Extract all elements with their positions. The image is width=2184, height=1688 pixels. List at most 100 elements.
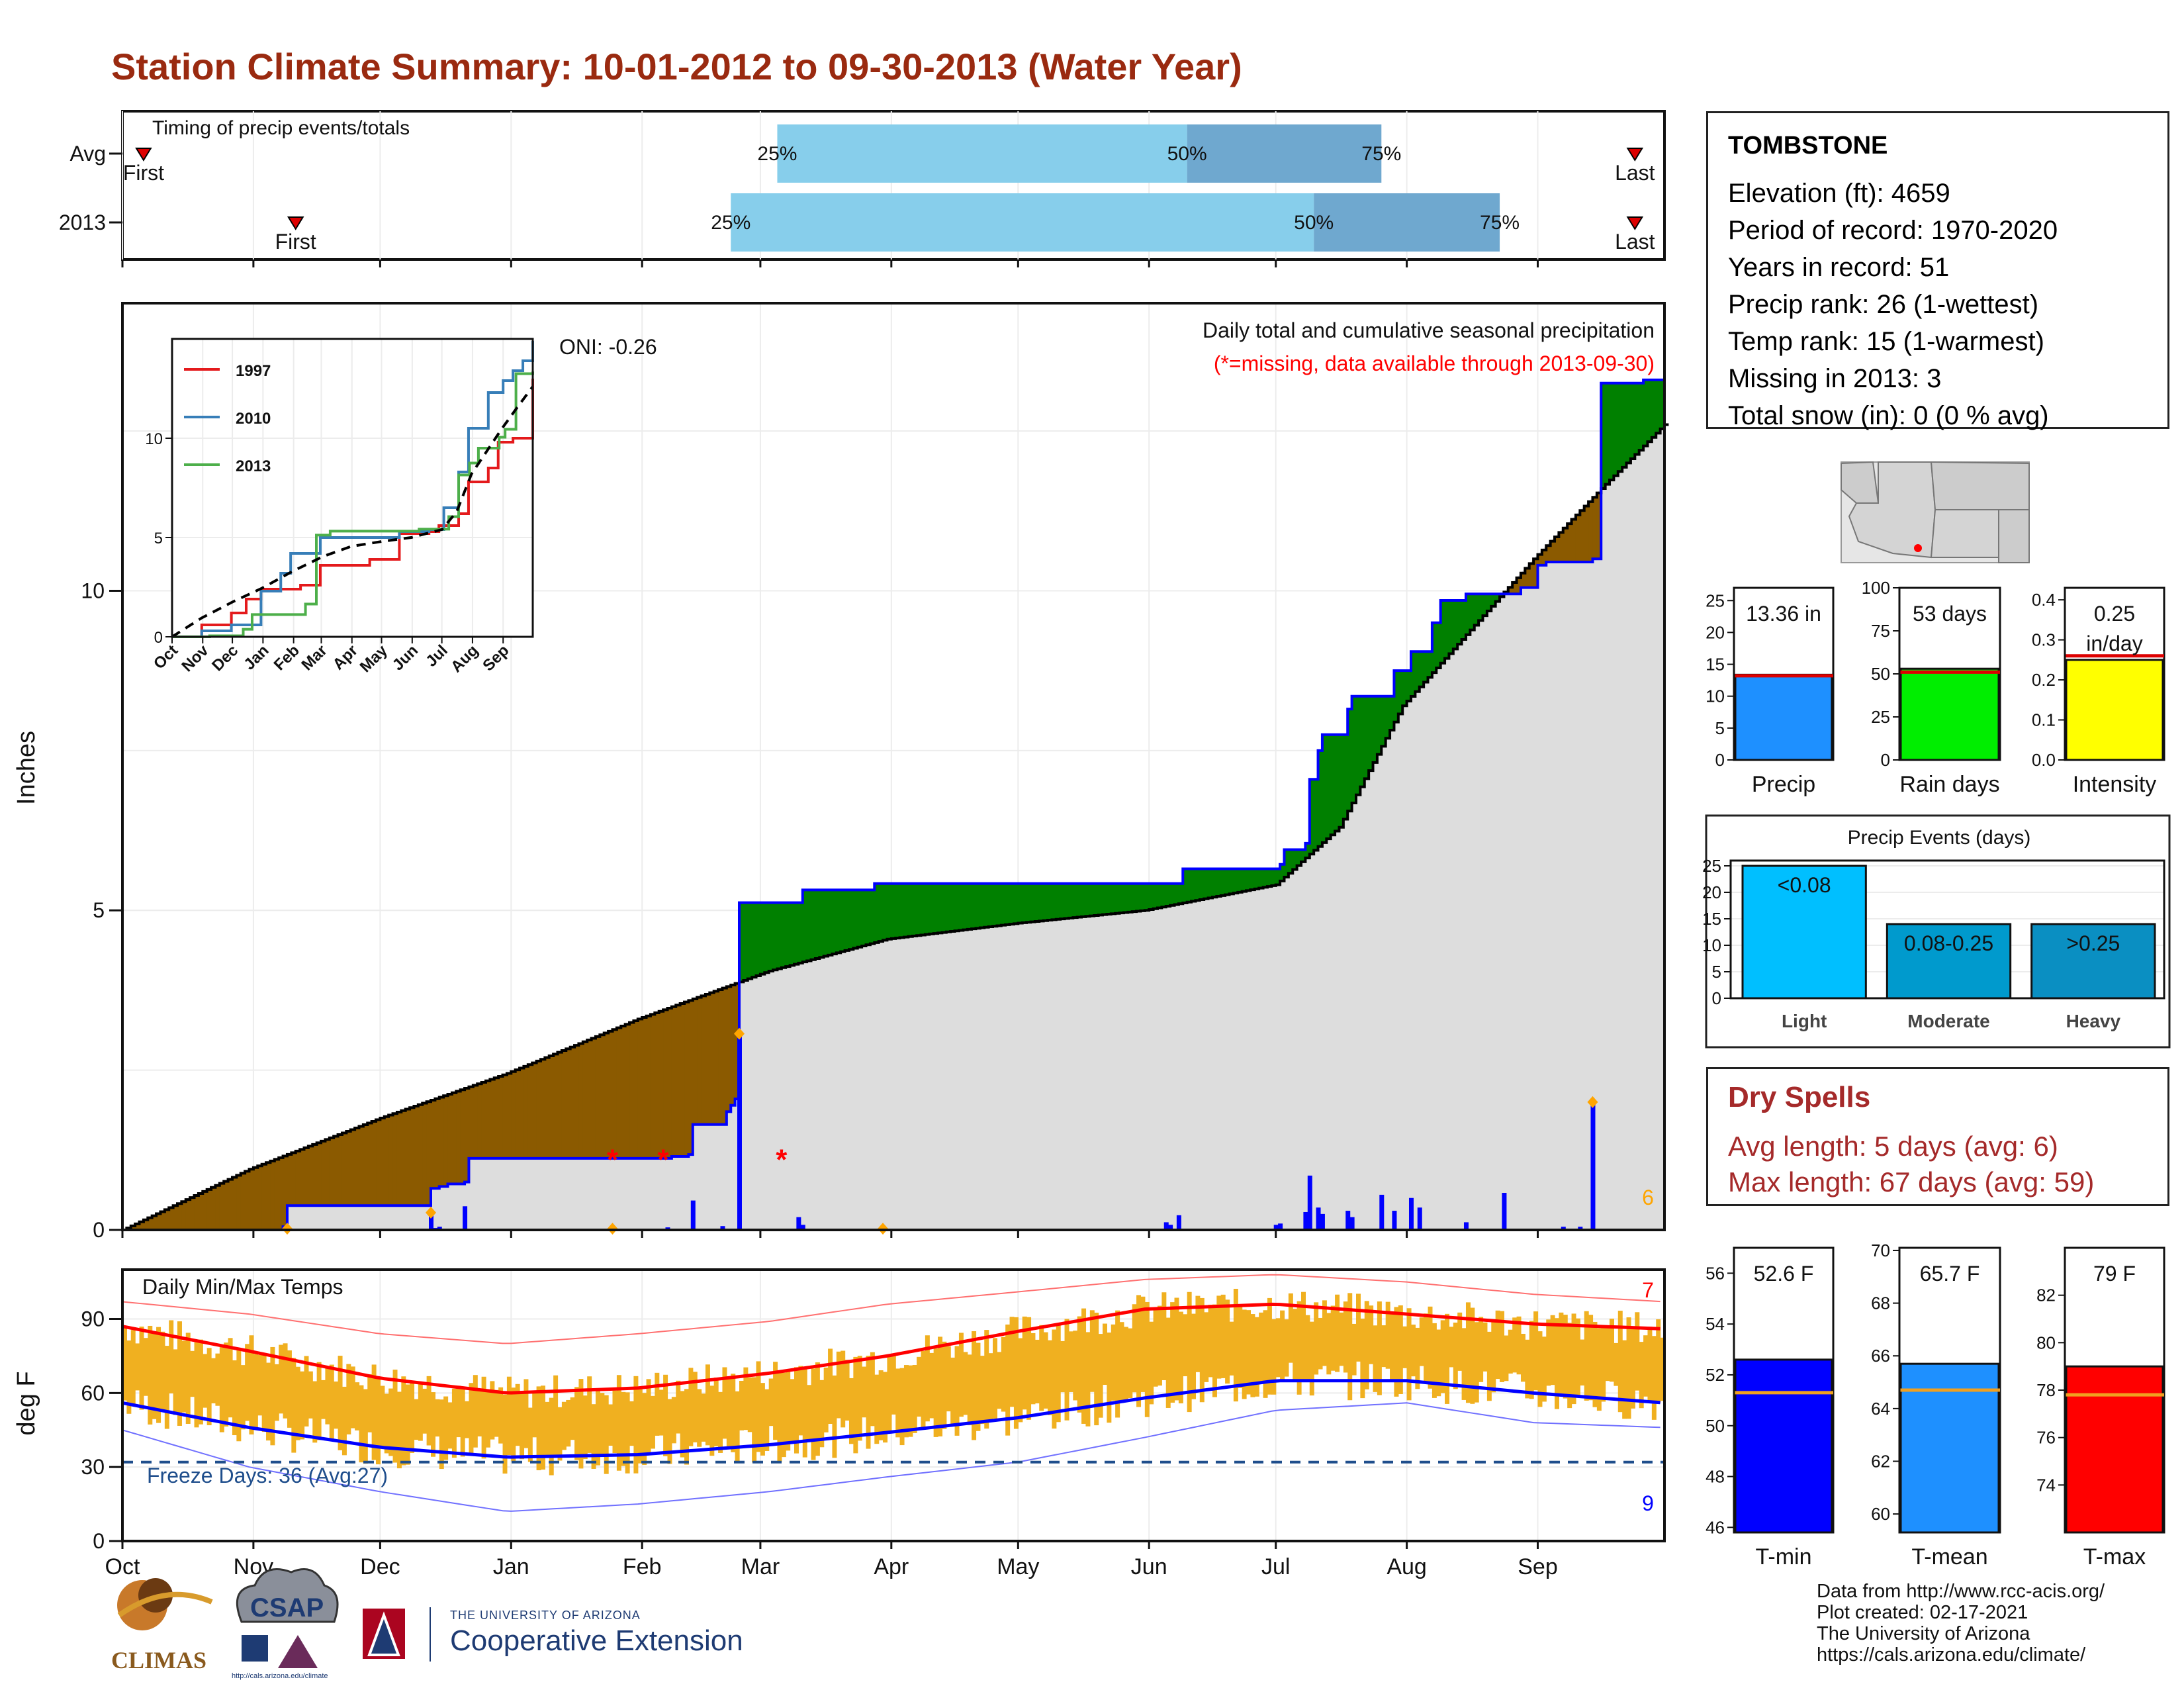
surplus-fill: [1394, 671, 1399, 722]
surplus-fill: [1060, 883, 1066, 919]
surplus-fill: [1111, 883, 1116, 914]
surplus-fill: [1161, 883, 1167, 908]
deficit-fill: [160, 1211, 165, 1230]
csap-logo: CSAP http://cals.arizona.edu/climate: [232, 1568, 339, 1680]
daily-temp-bar: [1584, 1311, 1589, 1401]
inset-y-tick-label: 10: [145, 430, 163, 448]
daily-temp-bar: [993, 1338, 997, 1419]
logos: CLIMAS CSAP http://cals.arizona.edu/clim…: [111, 1568, 431, 1680]
surplus-fill: [1428, 651, 1433, 678]
surplus-fill: [1474, 594, 1479, 626]
daily-temp-bar: [1098, 1334, 1103, 1418]
surplus-fill: [1351, 696, 1357, 804]
surplus-fill: [1271, 868, 1277, 886]
small-y-tick-label: 56: [1706, 1263, 1725, 1283]
deficit-fill: [308, 1146, 313, 1206]
deficit-fill: [325, 1139, 330, 1206]
daily-temp-bar: [1588, 1315, 1594, 1401]
daily-temp-bar: [1622, 1340, 1627, 1419]
deficit-fill: [1563, 528, 1568, 563]
deficit-fill: [595, 1036, 600, 1158]
daily-temp-bar: [523, 1379, 529, 1448]
surplus-fill: [1199, 868, 1205, 900]
daily-temp-bar: [414, 1399, 419, 1440]
event-marker-label: Last: [1615, 161, 1655, 185]
record-min-line: [122, 1402, 1661, 1512]
daily-temp-bar: [215, 1353, 220, 1406]
surplus-fill: [857, 890, 862, 947]
daily-temp-bar: [836, 1351, 841, 1419]
event-marker-label: First: [123, 161, 164, 185]
daily-temp-bar: [274, 1364, 279, 1421]
daily-temp-bar: [396, 1391, 402, 1469]
station-precip-rank: Precip rank: 26 (1-wettest): [1728, 290, 2039, 319]
surplus-fill: [972, 883, 976, 929]
daily-temp-bar: [177, 1321, 182, 1426]
station-period: Period of record: 1970-2020: [1728, 216, 2058, 245]
daily-precip-bar: [720, 1226, 725, 1230]
daily-temp-bar: [823, 1367, 829, 1432]
surplus-fill: [1369, 696, 1374, 771]
deficit-fill: [300, 1149, 304, 1206]
deficit-fill: [219, 1183, 224, 1230]
daily-temp-bar: [130, 1330, 136, 1405]
precip-y-axis-label: Inches: [13, 731, 40, 805]
credit-line: https://cals.arizona.edu/climate/: [1817, 1644, 2086, 1665]
daily-precip-bar: [1176, 1215, 1181, 1230]
daily-temp-bar: [1398, 1305, 1403, 1394]
small-y-tick-label: 25: [1706, 590, 1725, 610]
daily-temp-bar: [582, 1395, 588, 1460]
daily-temp-bar: [194, 1342, 199, 1428]
small-y-tick-label: 64: [1871, 1399, 1890, 1419]
daily-temp-bar: [1144, 1301, 1150, 1417]
deficit-fill: [384, 1116, 389, 1206]
surplus-fill: [781, 902, 786, 968]
daily-temp-bar: [841, 1350, 846, 1428]
daily-precip-bar: [1168, 1225, 1173, 1230]
deficit-fill: [557, 1052, 563, 1158]
daily-temp-bar: [1567, 1323, 1572, 1409]
daily-temp-bar: [211, 1358, 216, 1403]
daily-temp-bar: [1482, 1322, 1488, 1372]
deficit-fill: [578, 1043, 584, 1158]
daily-temp-bar: [946, 1346, 951, 1412]
daily-temp-bar: [642, 1393, 647, 1466]
small-y-tick-label: 66: [1871, 1346, 1890, 1366]
station-info-box: TOMBSTONE Elevation (ft): 4659 Period of…: [1706, 111, 2169, 430]
daily-temp-bar: [148, 1325, 153, 1425]
deficit-fill: [701, 996, 706, 1125]
daily-temp-bar: [1267, 1297, 1272, 1395]
ua-logo-line2: Cooperative Extension: [450, 1624, 743, 1657]
surplus-fill: [874, 883, 880, 943]
y-tick-label: 60: [81, 1381, 105, 1405]
daily-temp-bar: [143, 1338, 148, 1396]
deficit-fill: [249, 1169, 254, 1230]
surplus-fill: [891, 883, 896, 939]
daily-temp-bar: [967, 1354, 972, 1426]
daily-temp-bar: [1635, 1312, 1640, 1391]
daily-precip-bar: [1502, 1193, 1507, 1230]
events-y-tick-label: 10: [1702, 935, 1721, 955]
surplus-fill: [1284, 849, 1289, 878]
daily-temp-bar: [1555, 1318, 1560, 1409]
deficit-fill: [582, 1041, 588, 1158]
dry-spells-box: Dry Spells Avg length: 5 days (avg: 6) M…: [1706, 1067, 2169, 1206]
daily-temp-bar: [878, 1370, 884, 1440]
station-elevation: Elevation (ft): 4659: [1728, 179, 1950, 208]
surplus-fill: [1461, 600, 1467, 639]
surplus-fill: [903, 883, 909, 937]
timing-label: Timing of precip events/totals: [152, 117, 410, 139]
daily-precip-bar: [1463, 1222, 1469, 1230]
deficit-fill: [240, 1173, 246, 1230]
deficit-fill: [477, 1084, 482, 1158]
surplus-fill: [1195, 868, 1201, 901]
surplus-fill: [878, 883, 884, 942]
daily-temp-bar: [1406, 1308, 1412, 1401]
deficit-fill: [211, 1187, 216, 1230]
inset-panel: 1997201020130510OctNovDecJanFebMarAprMay…: [145, 338, 534, 676]
daily-temp-bar: [1089, 1310, 1095, 1392]
daily-temp-bar: [595, 1390, 600, 1466]
surplus-fill: [739, 902, 744, 982]
surplus-fill: [798, 902, 803, 963]
deficit-fill: [515, 1070, 520, 1158]
